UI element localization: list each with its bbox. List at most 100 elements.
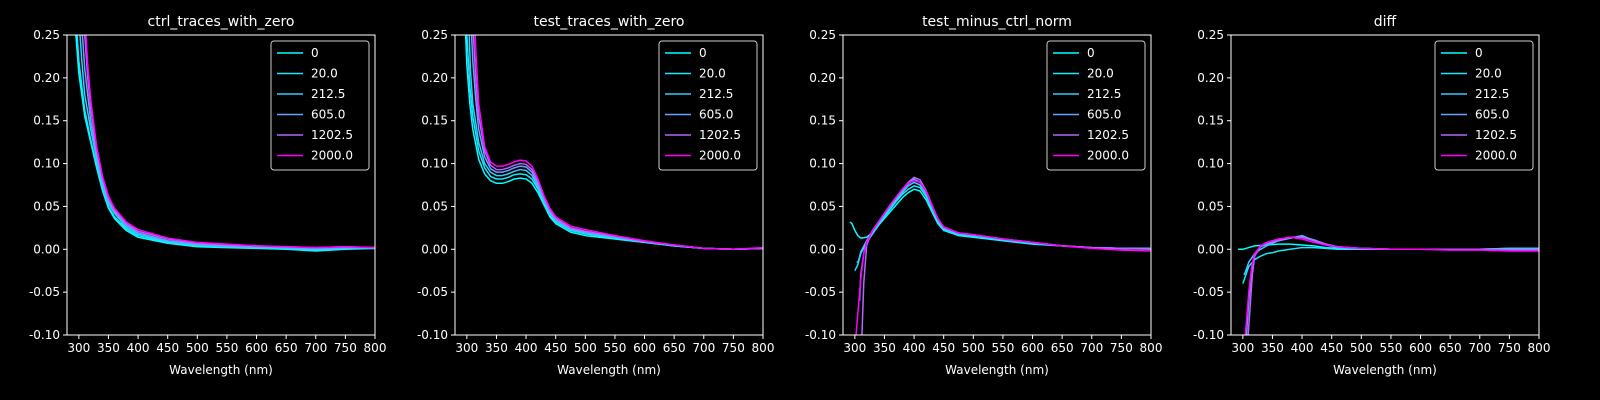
y-tick-label: 0.10 <box>1197 157 1224 171</box>
axes-frame <box>1230 34 1540 336</box>
chart-panel-4: -0.10 -0.05 0.00 0.05 0.10 0.15 0.20 0.25 300 350… <box>1193 14 1551 377</box>
x-tick-label: 300 <box>455 341 478 355</box>
y-tick-label: 0.00 <box>421 242 448 256</box>
x-tick-label: 300 <box>1231 341 1254 355</box>
y-tick-label: 0.15 <box>809 114 836 128</box>
x-tick-label: 800 <box>1528 341 1551 355</box>
x-tick-label: 400 <box>127 341 150 355</box>
x-tick-label: 450 <box>544 341 567 355</box>
y-tick-label: -0.10 <box>1193 328 1224 342</box>
y-tick-label: 0.00 <box>33 242 60 256</box>
series-group <box>75 35 375 252</box>
y-tick-label: 0.00 <box>809 242 836 256</box>
x-tick-label: 600 <box>633 341 656 355</box>
series-line-2000.0 <box>1244 236 1539 335</box>
axes-frame <box>842 34 1152 336</box>
x-tick-label: 500 <box>574 341 597 355</box>
x-axis-label: Wavelength (nm) <box>169 363 273 377</box>
legend-label: 2000.0 <box>699 149 741 163</box>
x-tick-label: 700 <box>304 341 327 355</box>
x-tick-label: 650 <box>663 341 686 355</box>
series-line-0 <box>75 35 375 252</box>
legend: 0 20.0 212.5 605.0 1202.5 2000.0 <box>270 40 370 171</box>
series-group <box>849 176 1151 335</box>
y-tick-label: 0.25 <box>421 28 448 42</box>
legend-label: 605.0 <box>1475 108 1509 122</box>
x-tick-label: 550 <box>1379 341 1402 355</box>
x-tick-label: 450 <box>156 341 179 355</box>
x-tick-label: 800 <box>1140 341 1163 355</box>
chart-panel-1: -0.10 -0.05 0.00 0.05 0.10 0.15 0.20 0.25 300 350… <box>29 14 387 377</box>
x-tick-label: 750 <box>334 341 357 355</box>
y-tick-label: 0.05 <box>421 199 448 213</box>
x-tick-label: 700 <box>692 341 715 355</box>
legend-label: 2000.0 <box>1087 149 1129 163</box>
y-tick-label: 0.20 <box>33 71 60 85</box>
legend-label: 2000.0 <box>1475 149 1517 163</box>
legend-label: 212.5 <box>1475 87 1509 101</box>
x-tick-label: 500 <box>186 341 209 355</box>
x-tick-label: 500 <box>1350 341 1373 355</box>
x-tick-label: 750 <box>1110 341 1133 355</box>
x-tick-label: 450 <box>932 341 955 355</box>
y-tick-label: -0.10 <box>29 328 60 342</box>
x-tick-label: 500 <box>962 341 985 355</box>
x-axis-label: Wavelength (nm) <box>1333 363 1437 377</box>
legend-label: 20.0 <box>1087 67 1114 81</box>
series-group <box>464 35 763 251</box>
series-line-605.0 <box>81 35 375 250</box>
legend: 0 20.0 212.5 605.0 1202.5 2000.0 <box>658 40 758 171</box>
chart-title: ctrl_traces_with_zero <box>148 14 295 30</box>
series-line-0 <box>849 188 1151 250</box>
legend-label: 2000.0 <box>311 149 353 163</box>
y-tick-label: -0.10 <box>805 328 836 342</box>
y-tick-label: 0.15 <box>33 114 60 128</box>
x-tick-label: 550 <box>991 341 1014 355</box>
x-axis-label: Wavelength (nm) <box>557 363 661 377</box>
x-tick-label: 300 <box>843 341 866 355</box>
y-tick-label: 0.25 <box>33 28 60 42</box>
x-tick-label: 350 <box>1261 341 1284 355</box>
x-tick-label: 300 <box>67 341 90 355</box>
legend-label: 1202.5 <box>1475 128 1517 142</box>
y-tick-label: 0.10 <box>421 157 448 171</box>
y-tick-label: 0.20 <box>1197 71 1224 85</box>
y-tick-label: 0.00 <box>1197 242 1224 256</box>
series-line-2000.0 <box>85 35 375 249</box>
x-tick-label: 600 <box>245 341 268 355</box>
y-tick-label: -0.10 <box>417 328 448 342</box>
chart-panel-2: -0.10 -0.05 0.00 0.05 0.10 0.15 0.20 0.25 300 350… <box>417 14 775 377</box>
legend-label: 0 <box>699 46 707 60</box>
x-tick-label: 350 <box>97 341 120 355</box>
y-tick-label: -0.05 <box>417 285 448 299</box>
x-tick-label: 750 <box>1498 341 1521 355</box>
x-tick-label: 400 <box>515 341 538 355</box>
x-tick-label: 550 <box>215 341 238 355</box>
legend-label: 212.5 <box>1087 87 1121 101</box>
x-tick-label: 400 <box>903 341 926 355</box>
axes-frame <box>454 34 764 336</box>
legend-label: 20.0 <box>699 67 726 81</box>
legend-label: 0 <box>1475 46 1483 60</box>
chart-title: diff <box>1374 14 1397 30</box>
x-tick-label: 750 <box>722 341 745 355</box>
chart-title: test_minus_ctrl_norm <box>922 14 1072 30</box>
y-tick-label: 0.20 <box>421 71 448 85</box>
x-tick-label: 650 <box>1051 341 1074 355</box>
y-tick-label: -0.05 <box>29 285 60 299</box>
x-tick-label: 450 <box>1320 341 1343 355</box>
y-tick-label: 0.25 <box>1197 28 1224 42</box>
x-tick-label: 700 <box>1080 341 1103 355</box>
x-tick-label: 800 <box>752 341 775 355</box>
y-tick-label: 0.05 <box>33 199 60 213</box>
legend-label: 1202.5 <box>699 128 741 142</box>
chart-panel-3: -0.10 -0.05 0.00 0.05 0.10 0.15 0.20 0.25 300 350… <box>805 14 1163 377</box>
series-group <box>1238 234 1539 335</box>
legend-label: 605.0 <box>311 108 345 122</box>
x-tick-label: 350 <box>873 341 896 355</box>
legend-label: 20.0 <box>1475 67 1502 81</box>
legend-label: 0 <box>311 46 319 60</box>
x-tick-label: 600 <box>1409 341 1432 355</box>
series-line-2000.0 <box>855 179 1151 335</box>
